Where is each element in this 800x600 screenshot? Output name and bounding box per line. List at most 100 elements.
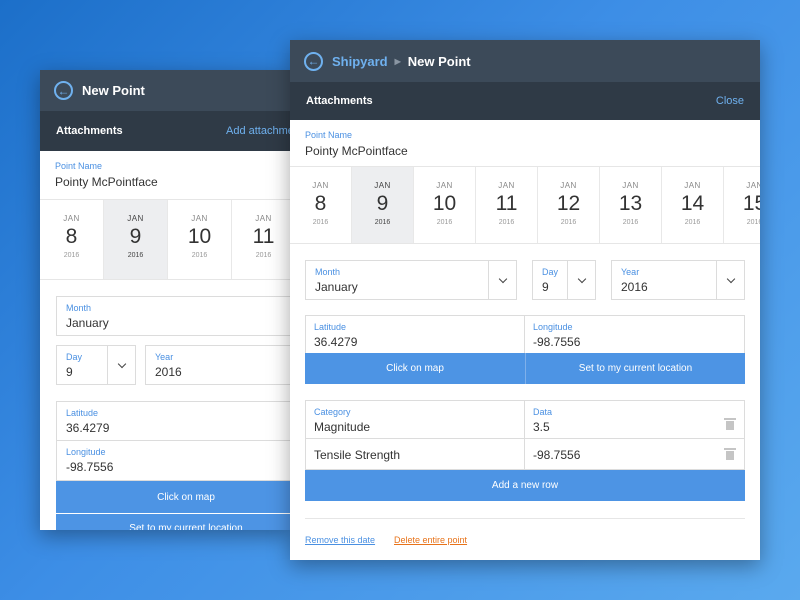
front-click-on-map-button[interactable]: Click on map xyxy=(305,353,525,384)
front-latitude-field[interactable]: Latitude 36.4279 xyxy=(306,316,525,353)
front-latitude-label: Latitude xyxy=(314,322,347,332)
front-window: ← Shipyard ▶ New Point Attachments Close… xyxy=(290,40,760,560)
back-point-name-field[interactable]: Point Name Pointy McPointface xyxy=(40,151,290,199)
back-click-on-map-button[interactable]: Click on map xyxy=(56,481,290,513)
back-title: New Point xyxy=(82,83,145,98)
front-subbar-title: Attachments xyxy=(306,95,373,107)
back-arrow-icon[interactable]: ← xyxy=(304,51,323,71)
date-month: JAN xyxy=(684,181,701,190)
back-day-label: Day xyxy=(66,352,83,362)
front-month-select[interactable]: Month January xyxy=(305,260,517,300)
front-longitude-field[interactable]: Longitude -98.7556 xyxy=(525,316,744,353)
front-month-label: Month xyxy=(315,267,341,277)
divider xyxy=(305,518,745,519)
front-date-cell[interactable]: JAN 11 2016 xyxy=(476,167,538,243)
delete-point-link[interactable]: Delete entire point xyxy=(394,535,468,545)
close-button[interactable]: Close xyxy=(715,95,744,107)
front-date-cell[interactable]: JAN 15 2016 xyxy=(724,167,760,243)
date-month: JAN xyxy=(498,181,515,190)
date-month: JAN xyxy=(622,181,639,190)
date-day: 14 xyxy=(680,192,705,215)
back-date-cell[interactable]: JAN 8 2016 xyxy=(40,200,104,279)
back-latitude-label: Latitude xyxy=(66,408,99,418)
date-month: JAN xyxy=(560,181,577,190)
front-month-value: January xyxy=(315,280,358,294)
chevron-down-icon xyxy=(567,261,595,299)
back-latitude-value: 36.4279 xyxy=(66,421,110,435)
front-day-value: 9 xyxy=(542,280,549,294)
date-year: 2016 xyxy=(684,219,701,226)
front-date-strip: JAN 8 2016 JAN 9 2016 JAN 10 2016 JAN 11… xyxy=(290,166,760,244)
breadcrumb-shipyard[interactable]: Shipyard xyxy=(332,53,388,69)
back-point-name-label: Point Name xyxy=(55,161,103,171)
front-title: New Point xyxy=(407,53,471,69)
back-longitude-value: -98.7556 xyxy=(66,460,114,474)
date-month: JAN xyxy=(191,214,208,223)
date-month: JAN xyxy=(746,181,760,190)
back-day-select[interactable]: Day 9 xyxy=(56,345,136,385)
date-day: 11 xyxy=(495,192,518,215)
front-point-name-value: Pointy McPointface xyxy=(305,144,408,158)
category-field[interactable]: Category Magnitude xyxy=(306,401,525,438)
front-date-cell[interactable]: JAN 8 2016 xyxy=(290,167,352,243)
front-day-select[interactable]: Day 9 xyxy=(532,260,596,300)
front-point-name-field[interactable]: Point Name Pointy McPointface xyxy=(290,120,760,166)
front-date-cell[interactable]: JAN 12 2016 xyxy=(538,167,600,243)
back-set-location-button[interactable]: Set to my current location xyxy=(56,514,290,530)
front-set-location-button[interactable]: Set to my current location xyxy=(525,353,745,384)
front-date-cell[interactable]: JAN 14 2016 xyxy=(662,167,724,243)
front-year-label: Year xyxy=(621,267,640,277)
front-titlebar: ← Shipyard ▶ New Point xyxy=(290,40,760,82)
remove-date-link[interactable]: Remove this date xyxy=(305,535,376,545)
back-date-cell-selected[interactable]: JAN 9 2016 xyxy=(104,200,168,279)
data-field[interactable]: Data 3.5 xyxy=(525,401,744,438)
category-field[interactable]: Tensile Strength xyxy=(306,439,525,469)
front-latitude-value: 36.4279 xyxy=(314,335,358,349)
trash-icon[interactable] xyxy=(724,448,736,460)
back-date-cell[interactable]: JAN 11 2016 xyxy=(232,200,290,279)
category-value: Tensile Strength xyxy=(314,448,401,462)
date-year: 2016 xyxy=(746,219,760,226)
chevron-down-icon xyxy=(488,261,516,299)
chevron-right-icon: ▶ xyxy=(394,56,401,66)
table-row: Category Magnitude Data 3.5 xyxy=(306,401,744,439)
back-window: ← New Point Attachments Add attachment P… xyxy=(40,70,290,530)
add-row-button[interactable]: Add a new row xyxy=(305,470,745,501)
add-attachment-button[interactable]: Add attachment xyxy=(226,125,290,137)
front-date-cell[interactable]: JAN 13 2016 xyxy=(600,167,662,243)
back-day-value: 9 xyxy=(66,365,73,379)
back-year-select[interactable]: Year 2016 xyxy=(145,345,290,385)
back-longitude-field[interactable]: Longitude -98.7556 xyxy=(56,441,290,481)
date-day: 9 xyxy=(129,225,142,248)
date-day: 13 xyxy=(618,192,643,215)
back-year-label: Year xyxy=(155,352,174,362)
date-month: JAN xyxy=(374,181,391,190)
trash-icon[interactable] xyxy=(724,418,736,430)
date-month: JAN xyxy=(63,214,80,223)
date-year: 2016 xyxy=(127,252,144,259)
front-subbar: Attachments Close xyxy=(290,82,760,120)
date-day: 12 xyxy=(556,192,581,215)
data-header: Data xyxy=(533,407,553,417)
front-attributes-table: Category Magnitude Data 3.5 Tensile Stre… xyxy=(305,400,745,470)
category-value: Magnitude xyxy=(314,420,371,434)
back-date-cell[interactable]: JAN 10 2016 xyxy=(168,200,232,279)
front-longitude-label: Longitude xyxy=(533,322,573,332)
date-month: JAN xyxy=(436,181,453,190)
date-year: 2016 xyxy=(255,252,272,259)
front-date-cell-selected[interactable]: JAN 9 2016 xyxy=(352,167,414,243)
back-titlebar: ← New Point xyxy=(40,70,290,111)
back-month-select[interactable]: Month January xyxy=(56,296,290,336)
front-date-cell[interactable]: JAN 10 2016 xyxy=(414,167,476,243)
back-latitude-field[interactable]: Latitude 36.4279 xyxy=(56,401,290,441)
date-day: 8 xyxy=(314,192,327,215)
data-value: -98.7556 xyxy=(533,448,581,462)
data-field[interactable]: -98.7556 xyxy=(525,439,744,469)
back-arrow-icon[interactable]: ← xyxy=(54,81,73,100)
date-day: 10 xyxy=(432,192,457,215)
front-year-select[interactable]: Year 2016 xyxy=(611,260,745,300)
front-coords-box: Latitude 36.4279 Longitude -98.7556 xyxy=(305,315,745,354)
date-year: 2016 xyxy=(312,219,329,226)
back-date-strip: JAN 8 2016 JAN 9 2016 JAN 10 2016 JAN 11… xyxy=(40,199,290,280)
date-day: 10 xyxy=(187,225,212,248)
